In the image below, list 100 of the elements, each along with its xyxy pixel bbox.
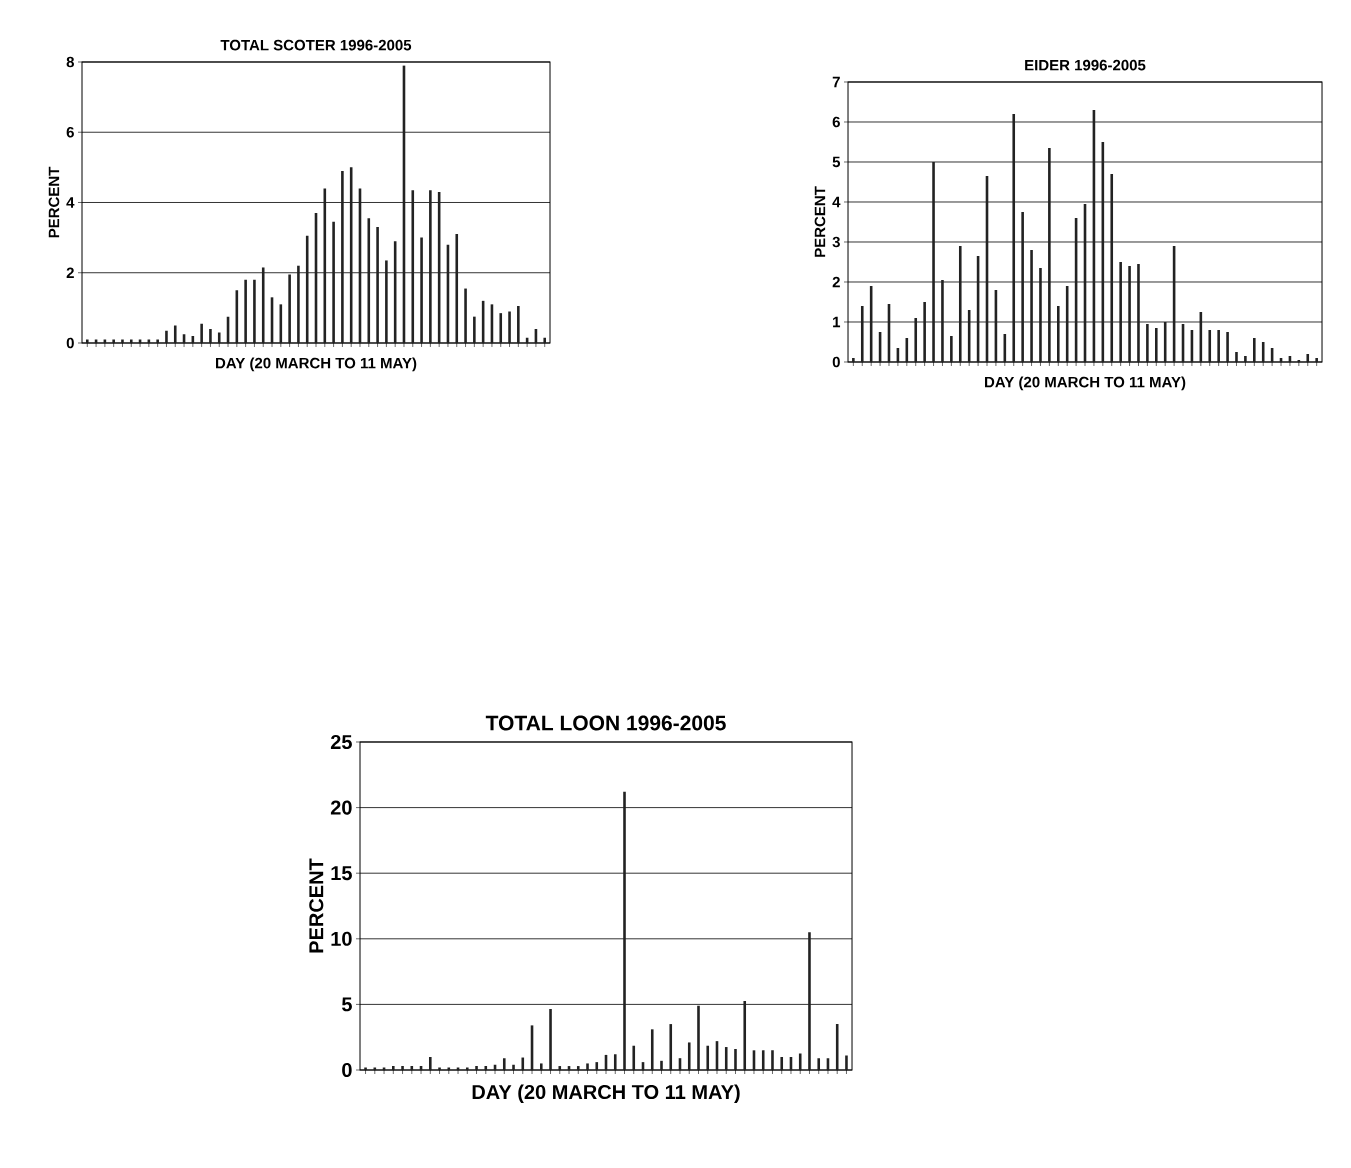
x-axis-title: DAY (20 MARCH TO 11 MAY) [216,357,417,372]
bar [950,335,953,362]
bar [669,1024,673,1070]
y-tick-label: 0 [832,356,840,368]
bar [502,1058,506,1070]
bar [499,313,503,343]
bar [129,339,133,343]
bar [341,170,344,343]
y-tick-label: 0 [342,1062,352,1078]
bar [1137,263,1140,362]
bar [429,190,432,343]
bar [1226,331,1229,362]
bar [761,1050,765,1070]
y-tick-label: 7 [832,76,840,88]
bar [209,328,212,343]
bar [1128,265,1131,362]
y-tick-label: 0 [66,337,74,349]
x-axis-title: DAY (20 MARCH TO 11 MAY) [472,1084,740,1104]
bar [438,1067,441,1070]
y-tick-label: 6 [66,126,74,138]
bar [1154,327,1158,362]
y-axis-title: PERCENT [48,166,60,238]
bar [1217,329,1220,362]
bar [632,1045,636,1070]
bar [288,274,291,343]
bar [455,234,459,343]
bar [687,1042,691,1070]
bar [549,1008,552,1070]
bar [217,332,221,343]
bar [1119,261,1122,362]
chart-title: TOTAL LOON 1996-2005 [485,715,726,731]
bar [85,339,89,343]
y-axis-title: PERCENT [814,186,826,257]
bar [798,1053,802,1070]
bar [200,323,203,343]
bar [613,1054,617,1070]
y-tick-label: 3 [832,236,840,248]
bar [558,1066,562,1070]
bar [932,162,935,362]
bar [650,1029,654,1070]
bar [543,337,547,343]
bar [724,1047,728,1070]
y-tick-label: 4 [66,197,75,208]
bar [1039,267,1042,362]
bar [297,265,300,343]
bar [447,1067,451,1070]
bar [475,1066,478,1070]
bar [958,245,962,362]
bar [1030,250,1033,362]
bar [1261,341,1265,362]
bar [771,1050,774,1070]
bar [576,1066,580,1070]
bar [860,305,864,362]
bar [941,279,944,362]
y-tick-label: 5 [832,156,841,168]
bar [392,1066,395,1070]
bar [305,235,309,343]
bar [464,288,467,343]
bar [817,1058,821,1070]
bar [1244,355,1247,362]
bar [1306,353,1310,362]
bar [508,311,511,343]
bar [706,1045,710,1070]
bar [156,339,159,343]
bar [1235,351,1238,362]
bar [261,267,265,343]
bar [244,279,247,343]
bar [332,221,335,343]
bar [923,301,926,362]
y-tick-label: 2 [832,276,840,288]
y-tick-label: 15 [331,866,352,881]
bar [385,260,388,343]
y-axis-title: PERCENT [309,858,324,953]
bar [1048,147,1051,362]
bar [420,237,423,343]
bar [835,1024,839,1070]
bar [586,1063,589,1070]
bar [484,1066,488,1070]
bar [1315,357,1318,362]
y-tick-label: 10 [331,931,352,946]
bar [473,316,476,343]
bar [595,1062,599,1070]
bar [112,339,115,343]
bar [914,317,918,362]
bar [1253,337,1256,362]
bar [808,932,811,1070]
bar [1056,305,1060,362]
bar [660,1060,663,1070]
x-axis-title: DAY (20 MARCH TO 11 MAY) [985,376,1186,391]
bar [411,190,415,343]
bar [780,1056,784,1070]
y-tick-label: 2 [66,267,74,278]
y-tick-label: 8 [66,56,74,68]
bar [697,1005,700,1070]
bar [734,1049,737,1070]
bar [465,1067,469,1070]
bar [743,1001,747,1070]
bar [253,279,256,343]
bar [1208,329,1212,362]
bar [1163,321,1167,362]
